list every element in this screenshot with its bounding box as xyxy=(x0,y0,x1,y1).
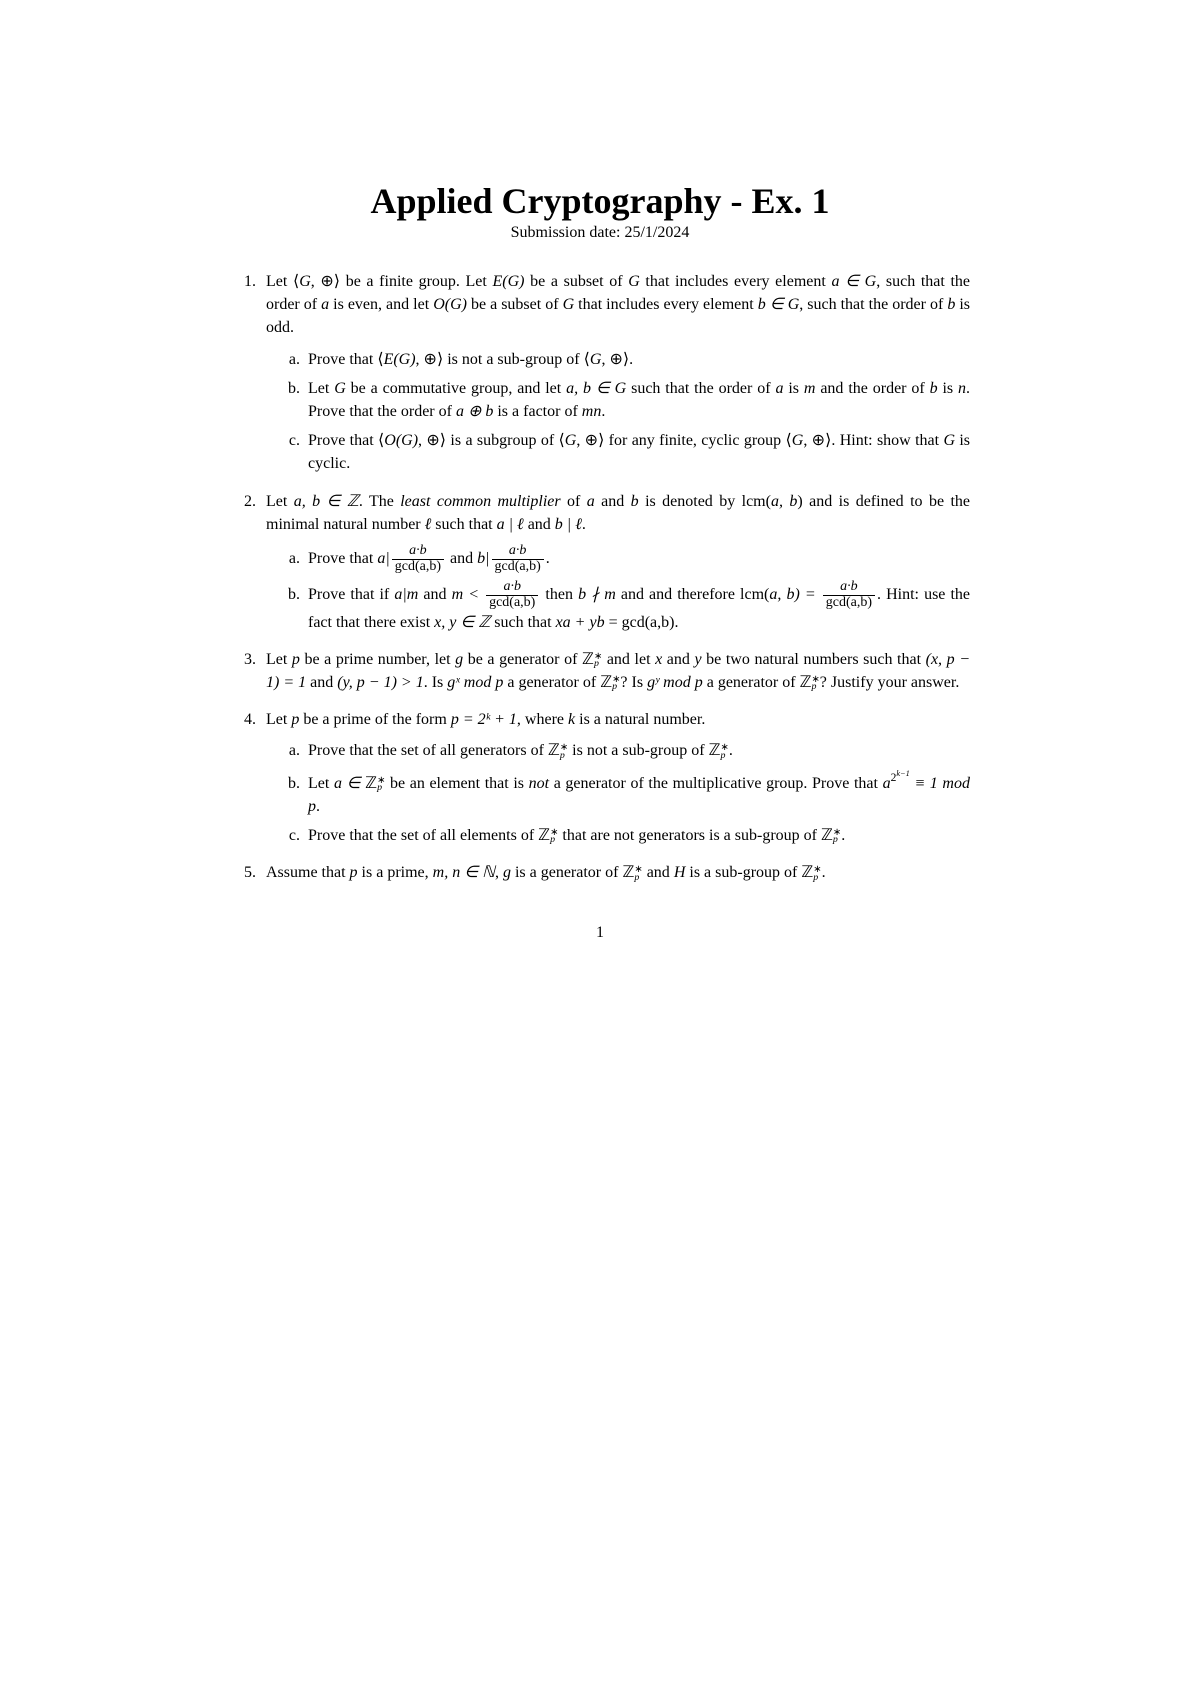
fraction-4: a·bgcd(a,b) xyxy=(823,580,875,610)
zp-star-4a2: ∗p xyxy=(721,744,729,759)
problem-1: Let ⟨G, ⊕⟩ be a finite group. Let E(G) b… xyxy=(260,270,970,476)
problem-1b: Let G be a commutative group, and let a,… xyxy=(304,377,970,423)
problem-1-subparts: Prove that ⟨E(G), ⊕⟩ is not a sub-group … xyxy=(266,348,970,476)
fraction-2: a·bgcd(a,b) xyxy=(492,544,544,574)
page-title: Applied Cryptography - Ex. 1 xyxy=(230,180,970,222)
problem-3: Let p be a prime number, let g be a gene… xyxy=(260,648,970,694)
problem-4-subparts: Prove that the set of all generators of … xyxy=(266,739,970,847)
submission-date: Submission date: 25/1/2024 xyxy=(230,224,970,242)
fraction-3: a·bgcd(a,b) xyxy=(486,580,538,610)
exponent-2km1: 2k−1 xyxy=(891,772,910,784)
zp-star-4a1: ∗p xyxy=(560,744,568,759)
zp-star-3: ∗p xyxy=(811,676,819,691)
zp-star-1: ∗p xyxy=(594,653,602,668)
problem-2-subparts: Prove that a|a·bgcd(a,b) and b|a·bgcd(a,… xyxy=(266,544,970,634)
problem-2b: Prove that if a|m and m < a·bgcd(a,b) th… xyxy=(304,580,970,634)
zp-star-5b: ∗p xyxy=(813,866,821,881)
problem-1a: Prove that ⟨E(G), ⊕⟩ is not a sub-group … xyxy=(304,348,970,371)
page-number: 1 xyxy=(230,924,970,942)
problem-4b: Let a ∈ ℤ∗p be an element that is not a … xyxy=(304,769,970,819)
fraction-1: a·bgcd(a,b) xyxy=(392,544,444,574)
problem-4: Let p be a prime of the form p = 2ᵏ + 1,… xyxy=(260,708,970,847)
problem-4a: Prove that the set of all generators of … xyxy=(304,739,970,762)
problem-1c: Prove that ⟨O(G), ⊕⟩ is a subgroup of ⟨G… xyxy=(304,429,970,475)
problem-list: Let ⟨G, ⊕⟩ be a finite group. Let E(G) b… xyxy=(230,270,970,884)
problem-4c: Prove that the set of all elements of ℤ∗… xyxy=(304,824,970,847)
zp-star-5a: ∗p xyxy=(634,866,642,881)
problem-2: Let a, b ∈ ℤ. The least common multiplie… xyxy=(260,490,970,634)
problem-5: Assume that p is a prime, m, n ∈ ℕ, g is… xyxy=(260,861,970,884)
problem-2a: Prove that a|a·bgcd(a,b) and b|a·bgcd(a,… xyxy=(304,544,970,574)
document-page: Applied Cryptography - Ex. 1 Submission … xyxy=(0,0,1200,1022)
zp-star-4c2: ∗p xyxy=(833,829,841,844)
